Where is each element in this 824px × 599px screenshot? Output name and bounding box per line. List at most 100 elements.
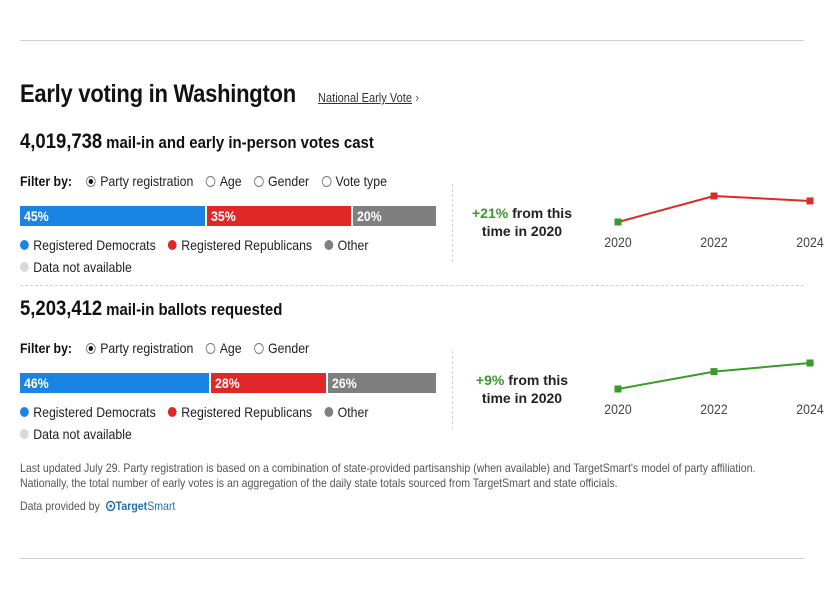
trend-point-2024 bbox=[806, 359, 814, 367]
provided-by-label: Data provided by bbox=[20, 499, 100, 513]
bar-segment-other: 26% bbox=[327, 373, 436, 393]
radio-button-icon[interactable] bbox=[205, 342, 216, 354]
bar-segment-other: 20% bbox=[352, 206, 436, 226]
filter-option-label[interactable]: Age bbox=[219, 340, 242, 356]
trend-point-2024 bbox=[806, 197, 814, 205]
section-separator bbox=[452, 351, 454, 429]
legend-na-label: Data not available bbox=[33, 259, 132, 275]
votes-cast-headline: 4,019,738 mail-in and early in-person vo… bbox=[20, 130, 374, 154]
filter-option-label[interactable]: Gender bbox=[268, 173, 310, 189]
trend-year-label: 2022 bbox=[700, 401, 727, 417]
bottom-divider bbox=[20, 558, 804, 559]
bar-segment-dem: 45% bbox=[20, 206, 208, 226]
filter-option-label[interactable]: Party registration bbox=[100, 340, 194, 356]
top-divider bbox=[20, 40, 804, 41]
national-early-vote-label[interactable]: National Early Vote bbox=[317, 90, 412, 105]
votes-cast-label: mail-in and early in-person votes cast bbox=[106, 133, 374, 152]
trend-line-segment bbox=[617, 195, 715, 223]
legend-other: Other bbox=[324, 237, 368, 253]
bar-segment-label: 26% bbox=[331, 375, 357, 391]
bar-segment-rep: 28% bbox=[211, 373, 328, 393]
filter-option-label[interactable]: Gender bbox=[268, 340, 310, 356]
filter-option-label[interactable]: Vote type bbox=[335, 173, 387, 189]
radio-button-icon[interactable] bbox=[321, 175, 332, 187]
legend-rep: Registered Republicans bbox=[168, 237, 312, 253]
dem-dot-icon bbox=[20, 407, 29, 417]
legend-na-label: Data not available bbox=[33, 426, 132, 442]
ballots-requested-change-text-2: time in 2020 bbox=[481, 390, 563, 406]
filter-option-label[interactable]: Party registration bbox=[100, 173, 194, 189]
filter-option-label[interactable]: Age bbox=[219, 173, 242, 189]
bar-segment-rep: 35% bbox=[207, 206, 353, 226]
bar-segment-label: 28% bbox=[215, 375, 241, 391]
national-early-vote-link[interactable]: National Early Vote › bbox=[318, 90, 419, 105]
data-provided-by: Data provided by Target Smart bbox=[20, 499, 175, 513]
bar-segment-label: 45% bbox=[24, 208, 49, 224]
bar-segment-dem: 46% bbox=[20, 373, 212, 393]
filter-option-party-registration[interactable]: Party registration bbox=[86, 173, 193, 189]
ballots-requested-change-text-1: from this bbox=[508, 372, 569, 388]
ballots-requested-legend: Registered Democrats Registered Republic… bbox=[20, 401, 398, 445]
legend-other-label: Other bbox=[337, 237, 369, 253]
legend-rep-label: Registered Republicans bbox=[181, 404, 313, 420]
filter-option-age[interactable]: Age bbox=[205, 173, 242, 189]
trend-point-2022 bbox=[710, 192, 718, 200]
na-dot-icon bbox=[20, 429, 29, 439]
votes-cast-count: 4,019,738 bbox=[20, 130, 103, 153]
footnote: Last updated July 29. Party registration… bbox=[20, 461, 756, 490]
bar-segment-label: 20% bbox=[356, 208, 382, 224]
legend-rep: Registered Republicans bbox=[168, 404, 312, 420]
bar-segment-label: 35% bbox=[211, 208, 236, 224]
legend-rep-label: Registered Republicans bbox=[181, 237, 313, 253]
filter-label: Filter by: bbox=[20, 340, 73, 356]
votes-cast-change-pct: +21% bbox=[472, 205, 509, 221]
ballots-requested-change: +9% from this time in 2020 bbox=[460, 371, 584, 407]
legend-dem-label: Registered Democrats bbox=[33, 404, 156, 420]
legend-dem: Registered Democrats bbox=[20, 237, 156, 253]
ballots-requested-trend-chart: 2020 2022 2024 bbox=[604, 359, 824, 417]
radio-button-icon[interactable] bbox=[86, 175, 96, 187]
filter-option-gender[interactable]: Gender bbox=[253, 173, 310, 189]
trend-year-label: 2024 bbox=[796, 401, 823, 417]
radio-button-icon[interactable] bbox=[253, 175, 264, 187]
filter-label: Filter by: bbox=[20, 173, 73, 189]
trend-year-label: 2022 bbox=[700, 234, 727, 250]
rep-dot-icon bbox=[168, 240, 177, 250]
targetsmart-logo: Target Smart bbox=[105, 499, 175, 513]
ballots-requested-party-bar: 46% 28% 26% bbox=[20, 373, 436, 393]
radio-button-icon[interactable] bbox=[205, 175, 216, 187]
trend-point-2022 bbox=[710, 368, 718, 376]
dem-dot-icon bbox=[20, 240, 29, 250]
filter-option-age[interactable]: Age bbox=[205, 340, 242, 356]
na-dot-icon bbox=[20, 262, 29, 272]
radio-button-icon[interactable] bbox=[86, 342, 96, 354]
legend-na: Data not available bbox=[20, 259, 132, 275]
filter-option-vote-type[interactable]: Vote type bbox=[321, 173, 387, 189]
votes-cast-change-text-2: time in 2020 bbox=[481, 223, 563, 239]
ballots-requested-label: mail-in ballots requested bbox=[106, 300, 283, 319]
trend-year-label: 2020 bbox=[604, 401, 631, 417]
ballots-requested-headline: 5,203,412 mail-in ballots requested bbox=[20, 297, 282, 321]
rep-dot-icon bbox=[168, 407, 177, 417]
votes-cast-change-text-1: from this bbox=[512, 205, 572, 221]
targetsmart-logo-icon bbox=[105, 500, 116, 512]
legend-dem: Registered Democrats bbox=[20, 404, 156, 420]
ballots-requested-filter: Filter by: Party registration Age Gender bbox=[20, 340, 321, 356]
legend-na: Data not available bbox=[20, 426, 132, 442]
title-row: Early voting in Washington National Earl… bbox=[20, 80, 436, 109]
filter-option-party-registration[interactable]: Party registration bbox=[86, 340, 193, 356]
chevron-right-icon[interactable]: › bbox=[414, 90, 419, 105]
radio-button-icon[interactable] bbox=[253, 342, 264, 354]
ballots-requested-count: 5,203,412 bbox=[20, 297, 103, 320]
filter-option-gender[interactable]: Gender bbox=[253, 340, 310, 356]
votes-cast-filter: Filter by: Party registration Age Gender Vo… bbox=[20, 173, 399, 189]
legend-dem-label: Registered Democrats bbox=[33, 237, 156, 253]
trend-line-segment bbox=[713, 362, 811, 373]
brand-part-1: Target bbox=[115, 499, 148, 513]
brand-part-2: Smart bbox=[147, 499, 176, 513]
section-divider bbox=[20, 285, 804, 286]
page-title: Early voting in Washington bbox=[20, 80, 296, 108]
other-dot-icon bbox=[324, 240, 334, 250]
section-separator bbox=[452, 184, 454, 262]
votes-cast-legend: Registered Democrats Registered Republic… bbox=[20, 234, 398, 278]
